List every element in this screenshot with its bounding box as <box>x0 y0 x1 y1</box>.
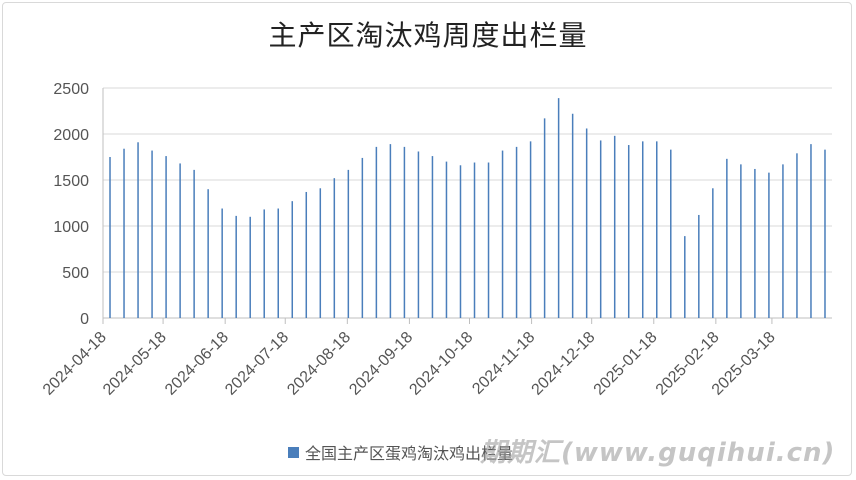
watermark: 期期汇(www.guqihui.cn) <box>480 438 836 468</box>
bar <box>501 150 504 318</box>
bar <box>585 128 588 318</box>
bar <box>670 149 672 318</box>
x-tick-label: 2024-08-18 <box>284 329 354 399</box>
bar <box>333 178 336 318</box>
bar <box>754 168 756 318</box>
bar <box>263 209 265 318</box>
bar <box>726 158 728 318</box>
bar <box>796 153 798 318</box>
bar <box>473 162 476 318</box>
bar <box>712 188 714 318</box>
x-tick-label: 2024-07-18 <box>222 329 292 399</box>
bar <box>179 163 181 318</box>
bar <box>403 146 406 318</box>
bar <box>543 118 546 318</box>
bar <box>627 145 630 318</box>
y-tick-label: 1000 <box>53 219 89 236</box>
x-tick-label: 2025-01-18 <box>591 329 661 399</box>
bar <box>109 157 111 318</box>
bar <box>165 156 167 318</box>
x-tick-label: 2024-04-18 <box>40 329 110 399</box>
y-tick-label: 500 <box>62 265 89 282</box>
x-tick-label: 2024-10-18 <box>406 329 476 399</box>
bar <box>193 169 195 318</box>
bar <box>459 165 462 318</box>
bar <box>515 146 518 318</box>
bar <box>782 164 784 318</box>
bar <box>207 189 209 318</box>
bar <box>235 215 237 318</box>
bar <box>740 164 742 318</box>
bar <box>431 156 434 318</box>
y-tick-label: 2000 <box>53 127 89 144</box>
bar <box>123 148 125 318</box>
x-tick-label: 2024-12-18 <box>529 329 599 399</box>
bar <box>810 144 812 318</box>
bar <box>557 98 560 319</box>
bar <box>319 188 322 318</box>
bar <box>221 208 223 318</box>
bar <box>277 208 279 318</box>
bar <box>824 149 826 318</box>
x-tick-label: 2024-06-18 <box>162 329 232 399</box>
bar <box>613 135 616 318</box>
bar <box>599 140 602 318</box>
legend-swatch <box>288 446 299 458</box>
bar <box>417 151 420 318</box>
bar <box>361 157 364 318</box>
bar <box>768 172 770 318</box>
bar <box>375 146 378 318</box>
legend-label: 全国主产区蛋鸡淘汰鸡出栏量 <box>305 444 514 463</box>
x-tick-label: 2024-05-18 <box>100 329 170 399</box>
y-tick-label: 2500 <box>53 81 89 98</box>
bar <box>656 141 658 318</box>
bar <box>347 169 350 318</box>
bar <box>151 150 153 318</box>
x-tick-label: 2024-09-18 <box>346 329 416 399</box>
y-tick-label: 0 <box>80 311 89 328</box>
bar <box>698 214 700 318</box>
bar <box>445 161 448 318</box>
bar <box>137 142 139 318</box>
bar <box>571 113 574 318</box>
bar <box>389 144 392 318</box>
bar <box>291 201 294 318</box>
bar <box>487 162 490 318</box>
bar <box>249 216 251 318</box>
legend: 全国主产区蛋鸡淘汰鸡出栏量 <box>288 441 513 463</box>
bar <box>684 236 686 318</box>
chart-title: 主产区淘汰鸡周度出栏量 <box>268 19 588 52</box>
y-tick-label: 1500 <box>53 173 89 190</box>
bar <box>529 141 532 318</box>
bar <box>305 191 308 318</box>
bar <box>641 141 644 318</box>
